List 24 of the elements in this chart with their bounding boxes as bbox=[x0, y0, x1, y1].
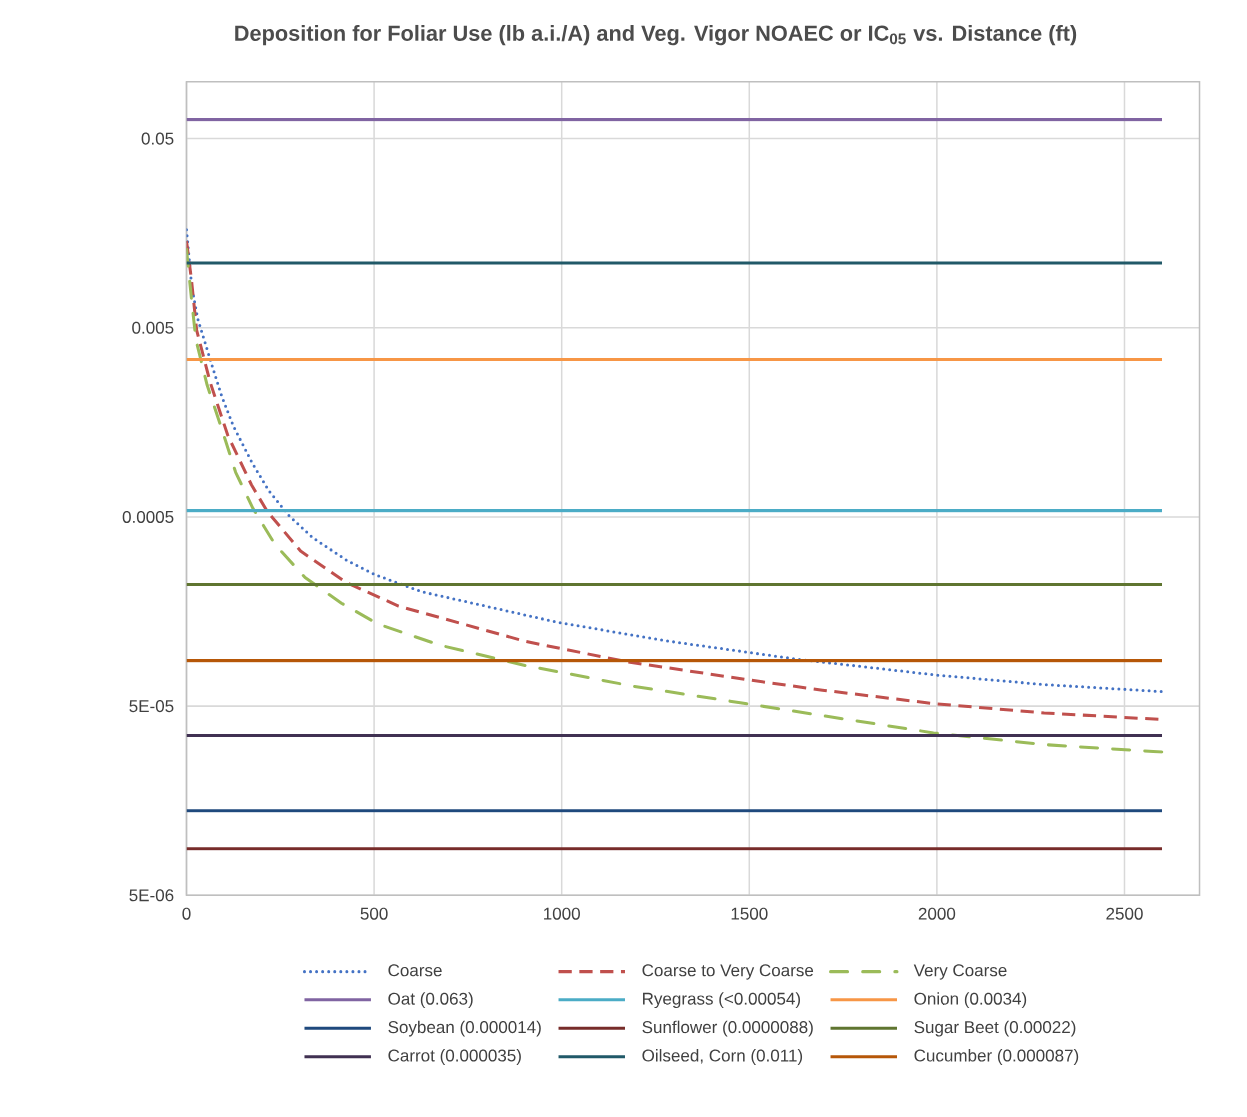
x-tick-label: 1000 bbox=[544, 907, 580, 920]
legend-label: Soybean (0.000014) bbox=[388, 1020, 541, 1037]
y-tick-label: 0.0005 bbox=[122, 511, 174, 524]
legend-label: Sugar Beet (0.00022) bbox=[914, 1020, 1076, 1037]
x-tick-label: 500 bbox=[360, 907, 388, 920]
x-tick-label: 2000 bbox=[918, 907, 956, 920]
legend-label: Onion (0.0034) bbox=[914, 992, 1027, 1009]
legend-label: Carrot (0.000035) bbox=[388, 1049, 521, 1066]
legend-label: Very Coarse bbox=[913, 964, 1007, 980]
x-tick-label: 1500 bbox=[731, 907, 768, 920]
y-tick-label: 0.005 bbox=[132, 321, 174, 335]
y-tick-label: 0.05 bbox=[141, 132, 174, 145]
y-tick-label: 5E-06 bbox=[129, 889, 174, 902]
legend-label: Cucumber (0.000087) bbox=[914, 1049, 1079, 1066]
x-tick-label: 2500 bbox=[1106, 907, 1143, 920]
y-tick-label: 5E-05 bbox=[129, 700, 174, 713]
chart-title: Deposition for Foliar Use (lb a.i./A) and Veg. Vigor NOAEC or IC$_{05}$ vs. Distance (ft) bbox=[235, 25, 1077, 46]
legend-label: Ryegrass (<0.00054) bbox=[643, 992, 801, 1009]
legend-label: Coarse to Very Coarse bbox=[642, 964, 814, 980]
legend-label: Coarse bbox=[388, 964, 442, 977]
legend-label: Oilseed, Corn (0.011) bbox=[642, 1049, 803, 1066]
legend-label: Sunflower (0.0000088) bbox=[642, 1020, 813, 1037]
legend-label: Oat (0.063) bbox=[388, 992, 473, 1009]
x-tick-label: 0 bbox=[182, 907, 191, 920]
